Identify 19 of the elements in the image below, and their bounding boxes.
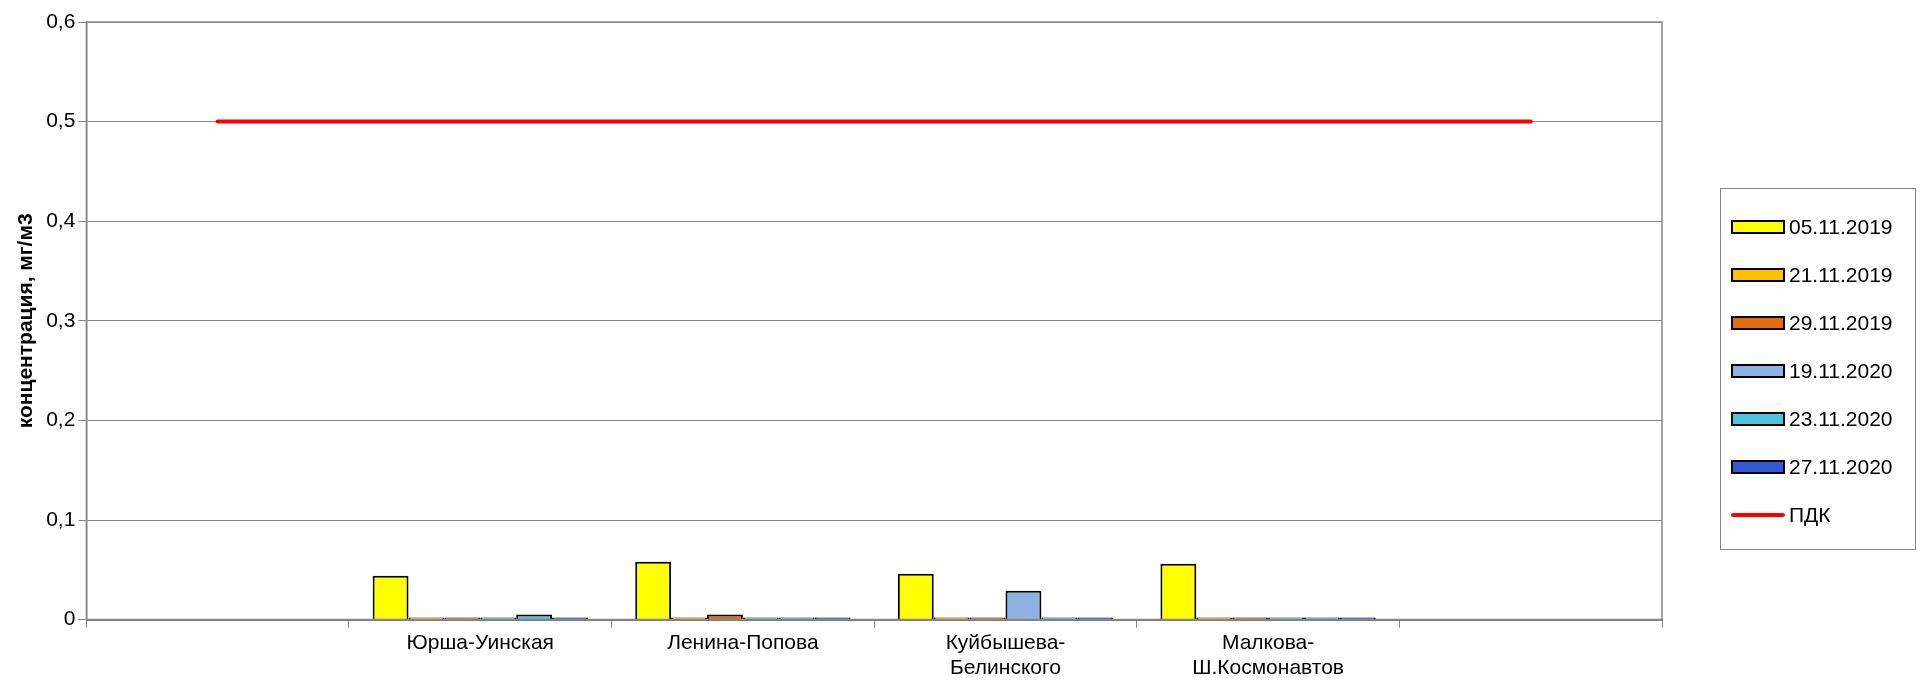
legend-label: 19.11.2020 xyxy=(1789,359,1893,383)
y-axis-title: концентрация, мг/м3 xyxy=(13,213,37,429)
legend-label: 23.11.2020 xyxy=(1789,407,1893,431)
legend-label: 21.11.2019 xyxy=(1789,263,1893,287)
x-tick-label: Юрша-Уинская xyxy=(406,630,554,653)
legend-label: 27.11.2020 xyxy=(1789,455,1893,479)
x-tick-label: Малкова-Ш.Космонавтов xyxy=(1192,630,1344,679)
legend-label: 05.11.2019 xyxy=(1789,215,1893,239)
x-tick-label: Куйбышева-Белинского xyxy=(945,630,1066,679)
y-tick-label: 0,1 xyxy=(46,506,76,530)
y-tick-label: 0 xyxy=(63,606,76,630)
y-tick-label: 0,5 xyxy=(46,108,76,132)
y-tick-label: 0,2 xyxy=(46,407,76,431)
y-tick-label: 0,3 xyxy=(46,307,76,331)
y-tick-label: 0,6 xyxy=(46,8,76,32)
legend-label: ПДК xyxy=(1789,503,1831,527)
x-tick-label: Ленина-Попова xyxy=(667,630,819,653)
y-tick-label: 0,4 xyxy=(46,208,76,231)
legend-label: 29.11.2019 xyxy=(1789,311,1893,335)
